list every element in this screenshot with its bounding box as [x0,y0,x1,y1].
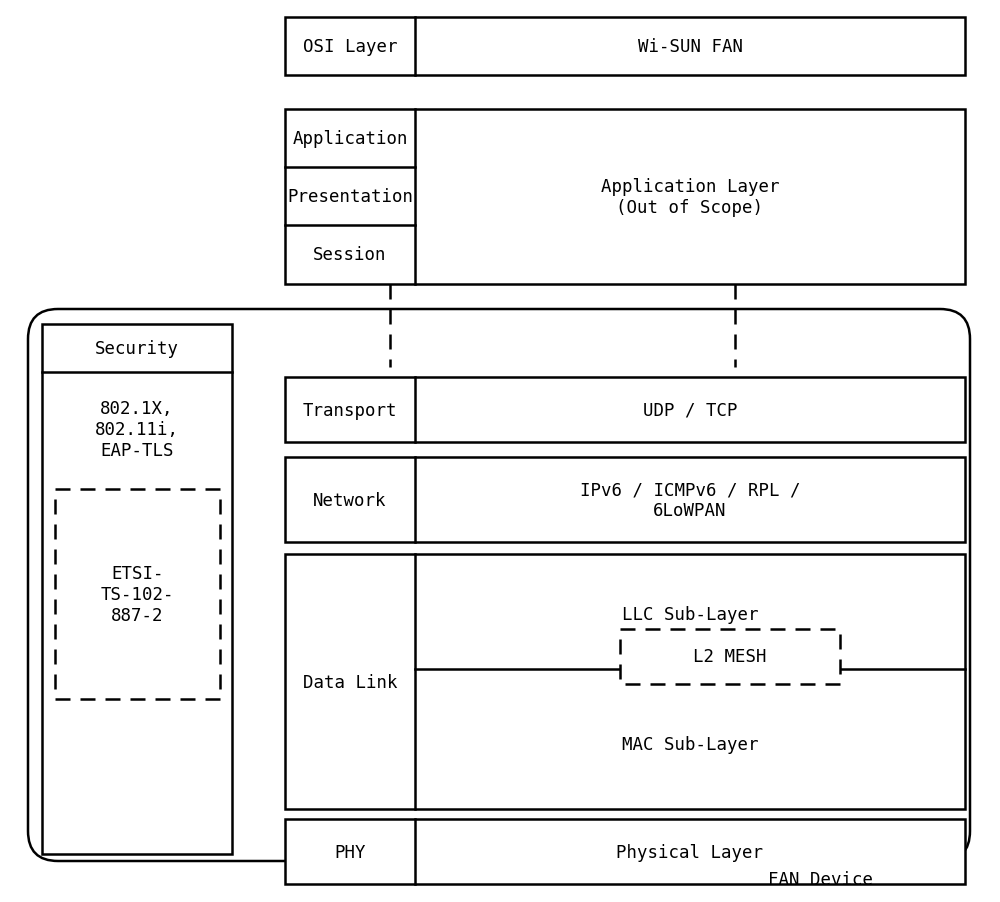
Text: Network: Network [313,491,387,509]
FancyBboxPatch shape [28,309,970,861]
Text: Session: Session [313,246,387,264]
Bar [620,630,840,685]
Text: Wi-SUN FAN: Wi-SUN FAN [638,38,742,56]
Text: ETSI-
TS-102-
887-2: ETSI- TS-102- 887-2 [101,565,174,624]
Bar [285,110,965,285]
Text: Transport: Transport [303,401,397,419]
Text: Presentation: Presentation [287,188,413,206]
Bar [285,555,965,809]
Bar [55,490,220,699]
Bar [285,819,965,884]
Text: LLC Sub-Layer: LLC Sub-Layer [622,605,758,623]
Text: Security: Security [95,340,179,357]
Text: L2 MESH: L2 MESH [693,648,767,666]
Text: MAC Sub-Layer: MAC Sub-Layer [622,735,758,753]
Text: OSI Layer: OSI Layer [303,38,397,56]
Text: UDP / TCP: UDP / TCP [643,401,737,419]
Bar [42,325,232,854]
Bar [285,378,965,443]
Bar [285,457,965,542]
Text: FAN Device: FAN Device [768,870,872,888]
Text: Data Link: Data Link [303,673,397,691]
Text: IPv6 / ICMPv6 / RPL /
6LoWPAN: IPv6 / ICMPv6 / RPL / 6LoWPAN [580,481,800,520]
Text: Physical Layer: Physical Layer [616,842,764,861]
Text: 802.1X,
802.11i,
EAP-TLS: 802.1X, 802.11i, EAP-TLS [95,400,179,459]
Bar [285,18,965,76]
Text: Application: Application [292,130,408,148]
Text: PHY: PHY [334,842,366,861]
Text: Application Layer
(Out of Scope): Application Layer (Out of Scope) [601,178,779,216]
